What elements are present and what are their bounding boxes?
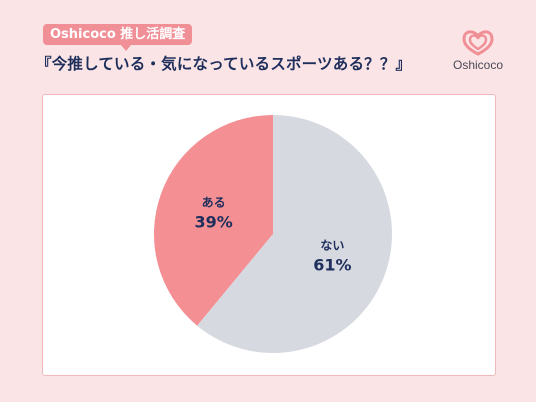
pie-slice-label-0: ある (202, 196, 226, 210)
pie-slice-value-1: 61% (313, 255, 351, 274)
pie-slice-1 (197, 115, 392, 353)
brand-logo-text: Oshicoco (452, 58, 504, 72)
survey-badge: Oshicoco 推し活調査 (43, 24, 193, 51)
pie-chart: ある 39% ない 61% (154, 115, 392, 353)
double-heart-icon (462, 30, 494, 56)
brand-logo: Oshicoco (438, 28, 518, 80)
pie-slice-0 (154, 115, 273, 326)
chart-card: ある 39% ない 61% (42, 94, 496, 376)
survey-title: 『今推している・気になっているスポーツある？？』 (36, 55, 412, 73)
pie-slice-label-1: ない (320, 238, 344, 252)
pie-slice-value-0: 39% (195, 213, 233, 232)
survey-badge-label: Oshicoco 推し活調査 (50, 27, 186, 42)
